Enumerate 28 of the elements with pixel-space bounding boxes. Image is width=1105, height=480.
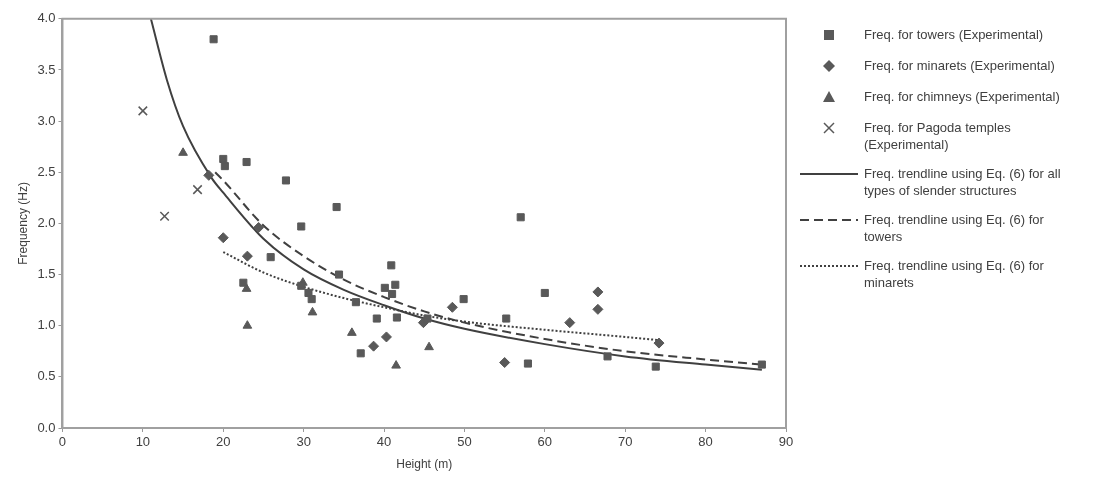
x-tick-label: 90 — [778, 434, 794, 450]
y-tick-label: 1.5 — [37, 266, 56, 282]
y-tick-label: 3.0 — [37, 112, 56, 128]
y-tick-label: 3.5 — [37, 61, 56, 77]
x-tick-label: 80 — [698, 434, 713, 450]
legend-label: Freq. trendline using Eq. (6) for minarets — [864, 257, 1045, 291]
x-tick-label: 30 — [296, 434, 311, 450]
y-tick-label: 1.0 — [37, 317, 56, 333]
x-tick-label: 50 — [457, 434, 472, 450]
x-tick-label: 60 — [537, 434, 553, 450]
legend-label: Freq. trendline using Eq. (6) for all types of slender structures — [864, 165, 1062, 199]
x-tick-label: 20 — [216, 434, 231, 450]
x-tick-label: 70 — [617, 434, 633, 450]
legend-label: Freq. for Pagoda temples (Experimental) — [864, 119, 1012, 153]
y-axis-title: Frequency (Hz) — [15, 182, 30, 265]
legend-label: Freq. for minarets (Experimental) — [864, 57, 1056, 74]
x-tick-label: 0 — [58, 434, 67, 450]
y-tick-label: 0.5 — [37, 368, 56, 384]
y-tick-label: 2.0 — [37, 214, 56, 230]
legend-label: Freq. for chimneys (Experimental) — [864, 88, 1061, 105]
x-tick-label: 10 — [135, 434, 151, 450]
legend-label: Freq. trendline using Eq. (6) for towers — [864, 211, 1045, 245]
y-tick-label: 0.0 — [37, 419, 56, 435]
y-tick-label: 4.0 — [37, 10, 56, 26]
legend-label: Freq. for towers (Experimental) — [864, 26, 1045, 43]
x-tick-label: 40 — [376, 434, 392, 450]
x-axis-title: Height (m) — [396, 457, 453, 472]
y-tick-label: 2.5 — [37, 163, 56, 179]
